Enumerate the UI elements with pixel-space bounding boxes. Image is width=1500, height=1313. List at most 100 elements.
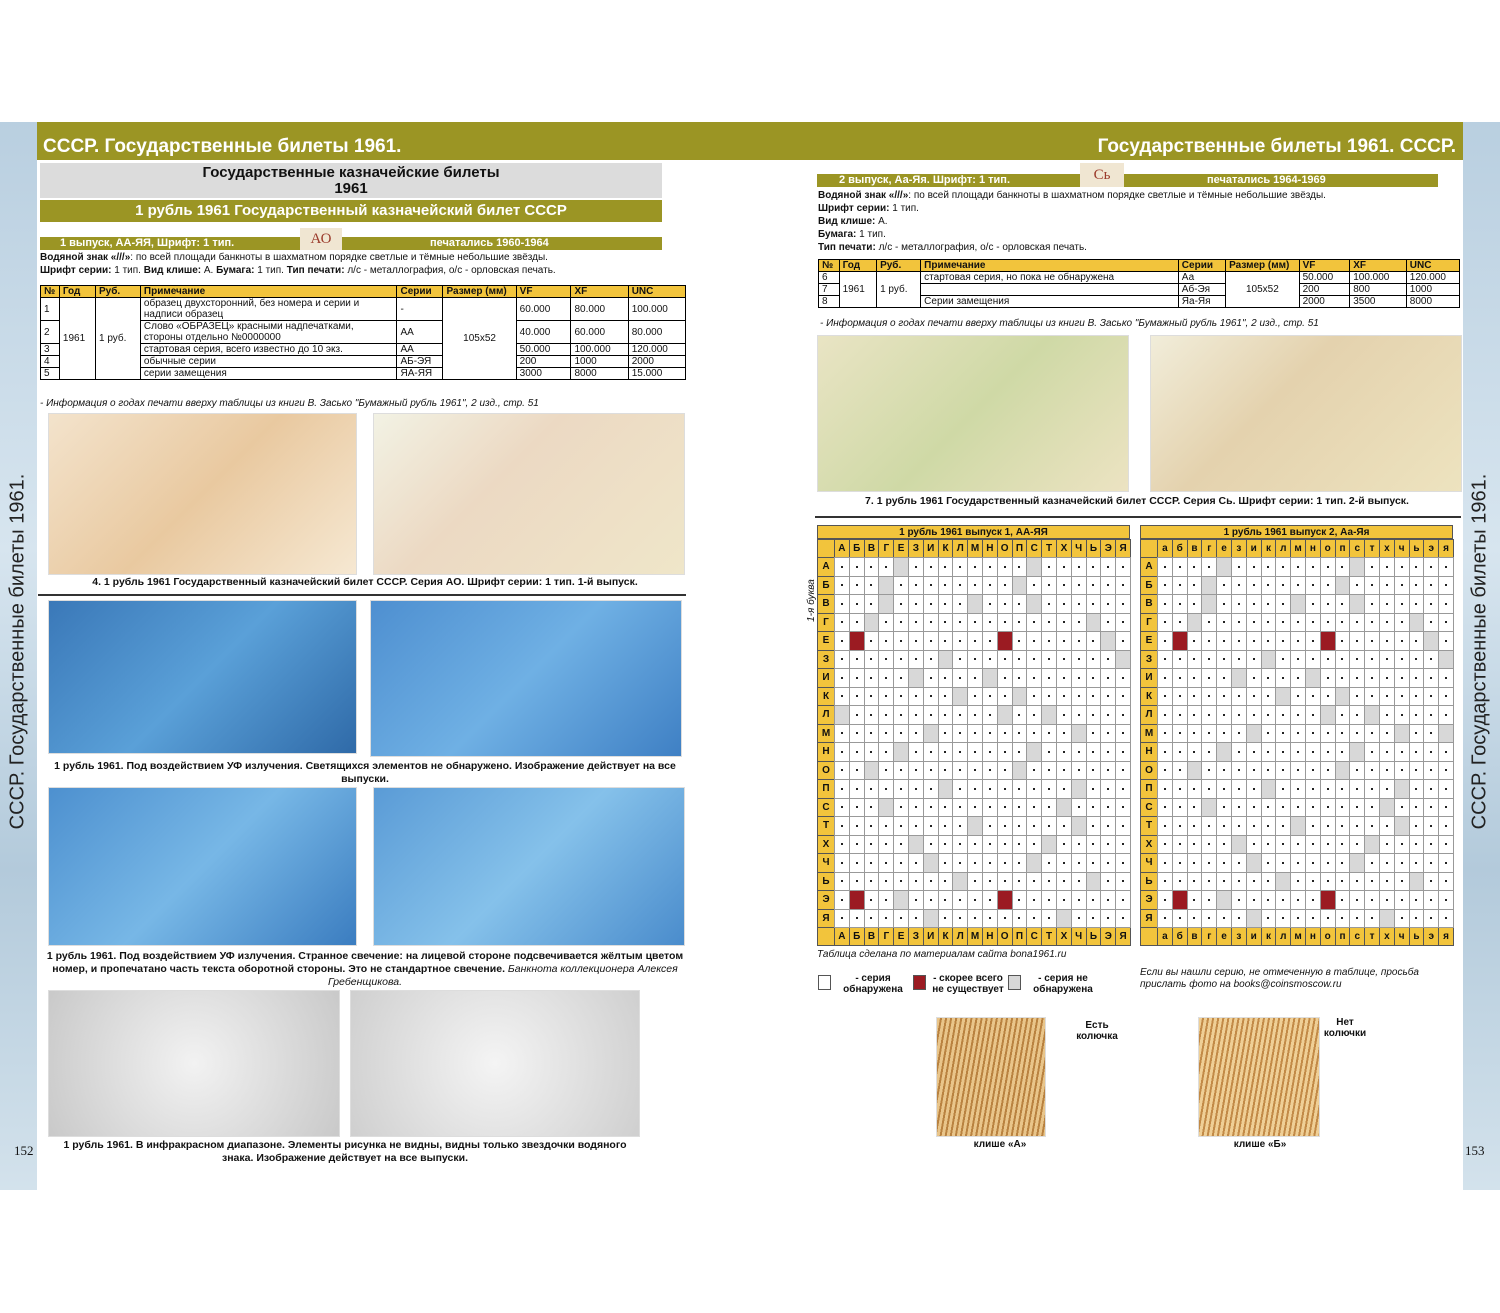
grid-cell (1186, 853, 1203, 873)
grid-dot (988, 917, 991, 920)
grid-dot (944, 695, 947, 698)
grid-cell (1041, 705, 1057, 725)
grid-cell (1275, 594, 1292, 614)
grid-dot (914, 750, 917, 753)
grid-cell (1290, 853, 1306, 873)
grid-dot (1193, 732, 1196, 735)
grid-cell (1290, 705, 1306, 725)
legend-label: - скорее всего не существует (932, 973, 1004, 995)
grid-dot (1267, 584, 1270, 587)
page-header: Государственные билеты 1961. СССР. (1097, 136, 1456, 157)
grid-cell (1408, 668, 1425, 688)
grid-cell (952, 612, 969, 632)
grid-row-label: З (817, 649, 835, 669)
grid-dot (944, 621, 947, 624)
grid-cell (878, 834, 895, 854)
grid-row-label: Н (1140, 742, 1158, 762)
grid-dot (1193, 843, 1196, 846)
grid-dot (1223, 732, 1226, 735)
grid-cell (1186, 779, 1203, 799)
grid-cell (1260, 871, 1277, 891)
grid-cell (878, 760, 895, 780)
table-header: VF (515, 285, 572, 298)
grid-dot (1163, 917, 1166, 920)
grid-cell (1408, 853, 1425, 873)
grid-cell (922, 890, 939, 910)
grid-column-label: б (1171, 927, 1188, 946)
grid-cell (1011, 760, 1028, 780)
grid-dot (1267, 843, 1270, 846)
grid-dot (1326, 843, 1329, 846)
grid-dot (1297, 750, 1300, 753)
banknote-back (1150, 335, 1462, 492)
grid-cell (952, 631, 969, 651)
grid-cell (1408, 779, 1425, 799)
grid-dot (1415, 602, 1418, 605)
grid-cell (996, 760, 1013, 780)
grid-dot (1311, 750, 1314, 753)
grid-cell (1423, 816, 1440, 836)
grid-cell (996, 575, 1013, 595)
grid-dot (1033, 787, 1036, 790)
grid-dot (1445, 565, 1448, 568)
grid-cell (996, 612, 1013, 632)
grid-cell (893, 834, 909, 854)
grid-dot (988, 695, 991, 698)
grid-cell (1275, 834, 1292, 854)
grid-cell (848, 779, 865, 799)
banknote-front (48, 413, 357, 575)
table-cell: 6 (818, 271, 840, 284)
grid-cell (996, 871, 1013, 891)
grid-dot (1003, 695, 1006, 698)
grid-cell (1305, 779, 1321, 799)
grid-cell (1364, 649, 1380, 669)
grid-cell (1100, 557, 1117, 577)
grid-cell (1026, 816, 1043, 836)
grid-dot (1107, 917, 1110, 920)
grid-cell (1201, 890, 1218, 910)
grid-cell (1171, 816, 1188, 836)
grid-cell (952, 797, 969, 817)
grid-cell (922, 871, 939, 891)
grid-cell (893, 908, 909, 928)
grid-dot (885, 676, 888, 679)
grid-column-label: л (1275, 539, 1292, 558)
grid-dot (1033, 880, 1036, 883)
grid-cell (1100, 871, 1117, 891)
grid-dot (870, 695, 873, 698)
grid-column-label: я (1438, 927, 1454, 946)
grid-dot (855, 676, 858, 679)
grid-cell (1408, 816, 1425, 836)
grid-row-label: К (1140, 686, 1158, 706)
grid-row-label: В (1140, 594, 1158, 614)
grid-cell (908, 649, 924, 669)
grid-cell (1231, 594, 1247, 614)
grid-cell (1085, 871, 1102, 891)
grid-cell (1379, 668, 1395, 688)
grid-cell (1393, 890, 1410, 910)
grid-dot (1208, 769, 1211, 772)
grid-dot (855, 806, 858, 809)
divider (815, 516, 1461, 518)
grid-dot (1400, 621, 1403, 624)
grid-cell (1393, 705, 1410, 725)
grid-cell (1364, 686, 1380, 706)
grid-dot (1356, 769, 1359, 772)
table-header: UNC (1405, 259, 1461, 272)
grid-cell (848, 816, 865, 836)
grid-cell (1216, 575, 1232, 595)
grid-dot (840, 824, 843, 827)
grid-dot (1163, 787, 1166, 790)
grid-dot (1400, 676, 1403, 679)
grid-cell (1216, 705, 1232, 725)
grid-dot (870, 750, 873, 753)
grid-cell (1100, 742, 1117, 762)
grid-row-label: С (817, 797, 835, 817)
grid-dot (974, 787, 977, 790)
grid-cell (1070, 668, 1087, 688)
grid-cell (1379, 649, 1395, 669)
grid-cell (1085, 594, 1102, 614)
table-cell: 100.000 (627, 297, 687, 321)
grid-dot (870, 861, 873, 864)
grid-dot (1282, 713, 1285, 716)
